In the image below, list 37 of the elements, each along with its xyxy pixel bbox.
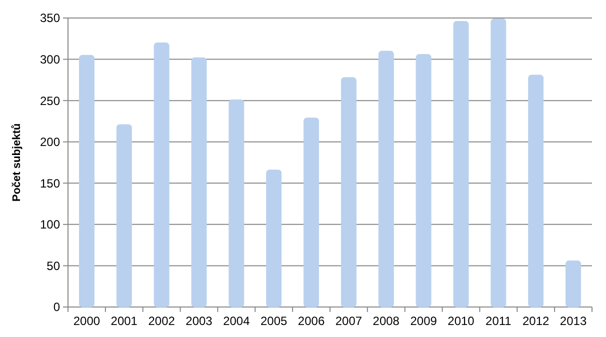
y-tick-label: 350 <box>40 11 60 26</box>
x-tick-label: 2009 <box>410 314 438 328</box>
x-tick-label: 2000 <box>73 314 100 328</box>
x-tick-label: 2004 <box>223 314 250 328</box>
x-tick-label: 2002 <box>148 314 176 328</box>
bar <box>154 42 170 308</box>
x-tick-label: 2005 <box>260 314 288 328</box>
y-tick-label: 150 <box>40 176 60 190</box>
x-tick-label: 2001 <box>110 314 138 328</box>
x-tick-label: 2011 <box>486 314 512 328</box>
y-tick-label: 300 <box>40 52 60 66</box>
bar <box>266 170 282 308</box>
y-tick-label: 50 <box>46 258 60 273</box>
bar <box>78 54 94 308</box>
bar <box>378 50 394 308</box>
bar <box>304 118 320 308</box>
x-tick-label: 2006 <box>298 314 325 328</box>
bar <box>453 21 469 308</box>
bar <box>528 74 544 308</box>
bar <box>416 54 432 308</box>
x-tick-label: 2008 <box>372 314 400 328</box>
y-tick-label: 0 <box>53 300 60 314</box>
bar <box>191 57 207 308</box>
bar <box>228 99 244 308</box>
x-tick-label: 2003 <box>186 314 213 328</box>
bar <box>116 124 132 308</box>
bar <box>490 18 506 308</box>
x-tick-label: 2012 <box>522 314 550 328</box>
x-tick-label: 2013 <box>560 314 587 328</box>
y-tick-label: 200 <box>40 135 60 150</box>
y-tick-label: 100 <box>40 218 60 232</box>
bar <box>340 77 356 308</box>
y-axis-title: Počet subjektů <box>11 123 23 202</box>
x-tick-label: 2007 <box>335 314 362 328</box>
x-tick-label: 2010 <box>448 314 475 328</box>
bar <box>566 260 582 308</box>
y-tick-label: 250 <box>40 94 60 108</box>
